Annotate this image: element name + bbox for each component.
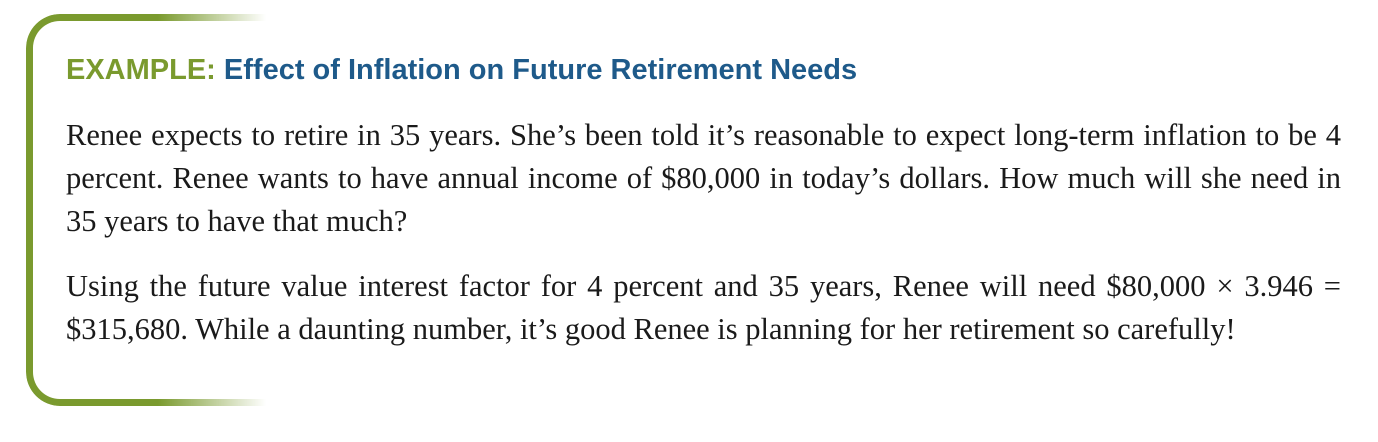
example-box: EXAMPLE: Effect of Inflation on Future R… <box>26 14 1346 406</box>
example-paragraph-problem: Renee expects to retire in 35 years. She… <box>66 118 1341 238</box>
green-bracket-border <box>26 14 266 406</box>
example-paragraph-solution: Using the future value interest factor f… <box>66 269 1341 346</box>
example-label: EXAMPLE: <box>66 54 216 86</box>
example-title: Effect of Inflation on Future Retirement… <box>223 54 858 86</box>
example-heading: EXAMPLE: Effect of Inflation on Future R… <box>66 56 857 85</box>
